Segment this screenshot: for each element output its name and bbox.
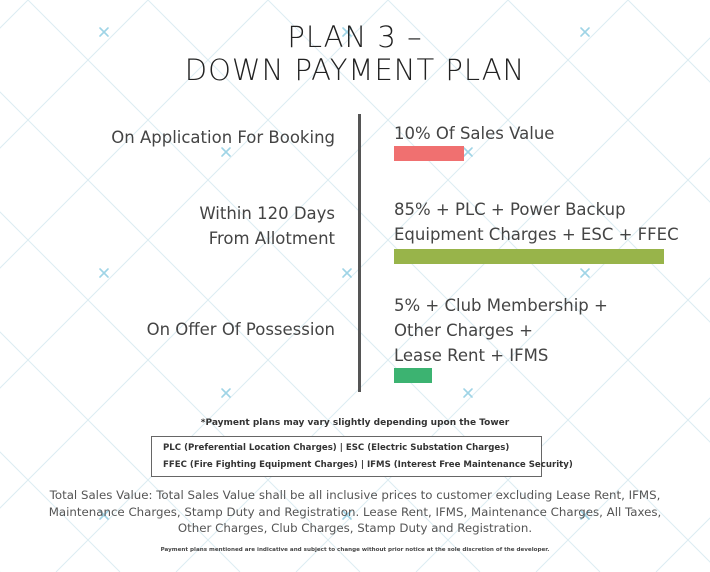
pattern-cross <box>221 147 231 157</box>
pattern-cross <box>342 27 352 37</box>
stage-label-allotment: Within 120 Days From Allotment <box>199 204 335 248</box>
pattern-line <box>0 331 241 572</box>
total-sales-value-text: Total Sales Value: Total Sales Value sha… <box>48 488 662 535</box>
stage-label-possession: On Offer Of Possession <box>146 320 335 339</box>
pattern-line <box>147 0 710 563</box>
pattern-cross <box>463 147 473 157</box>
disclaimer: Payment plans mentioned are indicative a… <box>160 547 550 553</box>
plan-title-line1: PLAN 3 – <box>287 20 423 54</box>
pattern-line <box>0 0 269 269</box>
abbreviation-legend: PLC (Preferential Location Charges) | ES… <box>151 436 573 477</box>
stage-value-booking: 10% Of Sales Value <box>394 124 555 143</box>
pattern-line <box>0 0 389 389</box>
stage-bar-booking <box>394 146 464 161</box>
pattern-cross <box>580 27 590 37</box>
pattern-cross <box>99 27 109 37</box>
pattern-line <box>0 0 509 509</box>
plan-title-line2: DOWN PAYMENT PLAN <box>184 53 526 87</box>
pattern-cross <box>221 388 231 398</box>
stage-bar-possession <box>394 368 432 383</box>
stage-value-possession: 5% + Club Membership + Other Charges + L… <box>394 296 608 365</box>
timeline-divider <box>358 114 361 392</box>
stage-label-booking: On Application For Booking <box>111 128 335 147</box>
pattern-cross <box>580 268 590 278</box>
pattern-line <box>507 0 710 203</box>
stage-value-allotment: 85% + PLC + Power Backup Equipment Charg… <box>394 200 679 244</box>
payment-note: *Payment plans may vary slightly dependi… <box>200 418 510 428</box>
pattern-cross <box>99 268 109 278</box>
pattern-cross <box>99 510 109 520</box>
legend-line-1: PLC (Preferential Location Charges) | ES… <box>163 443 510 453</box>
stage-bar-allotment <box>394 249 664 264</box>
legend-line-2: FFEC (Fire Fighting Equipment Charges) |… <box>163 460 573 470</box>
pattern-line <box>0 451 121 572</box>
pattern-line <box>387 0 710 323</box>
pattern-cross <box>342 268 352 278</box>
pattern-cross <box>342 510 352 520</box>
pattern-cross <box>463 388 473 398</box>
pattern-line <box>535 397 710 572</box>
pattern-line <box>267 0 710 443</box>
pattern-cross <box>580 510 590 520</box>
pattern-line <box>0 0 149 149</box>
